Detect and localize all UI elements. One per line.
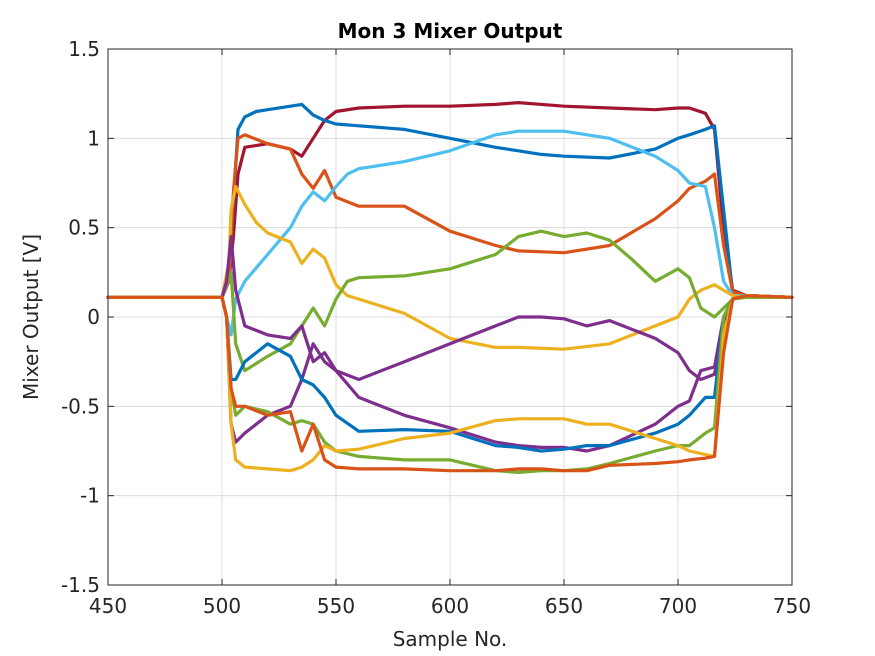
x-tick-label: 500 xyxy=(203,594,241,618)
x-tick-label: 550 xyxy=(317,594,355,618)
series-line-9 xyxy=(106,294,794,453)
series-line-6 xyxy=(106,229,794,373)
x-tick-label: 450 xyxy=(89,594,127,618)
y-tick-label: 1.5 xyxy=(68,37,100,61)
series-line-4 xyxy=(106,129,794,337)
x-axis-label: Sample No. xyxy=(393,627,508,651)
series-line-12 xyxy=(106,294,794,473)
series-line-5 xyxy=(106,185,794,351)
series-line-2 xyxy=(106,102,794,299)
series-line-11 xyxy=(106,294,794,473)
y-tick-label: 0.5 xyxy=(68,216,100,240)
y-axis-label: Mixer Output [V] xyxy=(19,234,43,400)
axis-ticks: 450 500 550 600 650 700 750 -1.5 -1 -0.5 0 0.5 1 1.5 xyxy=(61,37,811,618)
y-tick-label: -1.5 xyxy=(61,573,100,597)
x-tick-label: 750 xyxy=(773,594,811,618)
series-line-3 xyxy=(106,133,794,299)
chart-title: Mon 3 Mixer Output xyxy=(338,19,563,43)
x-tick-label: 650 xyxy=(545,594,583,618)
series-group xyxy=(106,101,794,474)
series-line-1 xyxy=(106,101,794,299)
series-line-7 xyxy=(106,235,794,453)
series-line-8 xyxy=(106,294,794,444)
y-tick-label: -1 xyxy=(80,484,100,508)
y-tick-label: 0 xyxy=(87,305,100,329)
y-tick-label: 1 xyxy=(87,126,100,150)
grid-lines xyxy=(107,48,793,586)
y-tick-label: -0.5 xyxy=(61,394,100,418)
x-tick-label: 700 xyxy=(659,594,697,618)
x-tick-label: 600 xyxy=(431,594,469,618)
